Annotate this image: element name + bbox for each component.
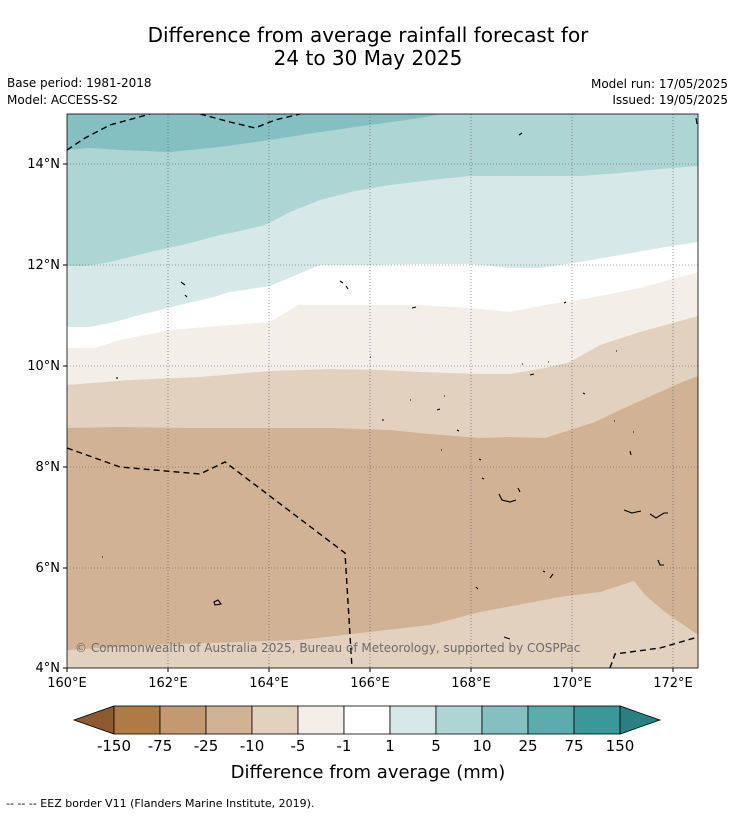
colorbar-segment bbox=[160, 706, 206, 734]
colorbar-extension-low bbox=[74, 706, 114, 734]
colorbar-segment bbox=[574, 706, 620, 734]
contour-fills bbox=[67, 114, 698, 668]
colorbar-title: Difference from average (mm) bbox=[0, 762, 736, 783]
colorbar-segment bbox=[206, 706, 252, 734]
lat-label: 8°N bbox=[36, 460, 61, 475]
colorbar-segment bbox=[482, 706, 528, 734]
lat-label: 12°N bbox=[27, 258, 60, 273]
lon-label: 164°E bbox=[249, 676, 289, 691]
lat-label: 6°N bbox=[36, 561, 61, 576]
lat-label: 10°N bbox=[27, 359, 60, 374]
colorbar-segment bbox=[344, 706, 390, 734]
colorbar-segment bbox=[252, 706, 298, 734]
lon-label: 162°E bbox=[148, 676, 188, 691]
rainfall-anomaly-map: 160°E 162°E 164°E 166°E 168°E 170°E 172°… bbox=[0, 0, 736, 816]
lon-label: 168°E bbox=[451, 676, 491, 691]
lat-label: 14°N bbox=[27, 157, 60, 172]
lat-label: 4°N bbox=[36, 661, 61, 676]
lon-label: 170°E bbox=[552, 676, 592, 691]
colorbar bbox=[74, 706, 660, 734]
colorbar-segment bbox=[436, 706, 482, 734]
colorbar-tick-label: 150 bbox=[590, 737, 650, 755]
colorbar-extension-high bbox=[620, 706, 660, 734]
eez-legend: -- -- -- EEZ border V11 (Flanders Marine… bbox=[6, 797, 314, 810]
colorbar-segment bbox=[390, 706, 436, 734]
copyright-credit: © Commonwealth of Australia 2025, Bureau… bbox=[75, 641, 580, 655]
lon-label: 160°E bbox=[47, 676, 87, 691]
colorbar-segment bbox=[528, 706, 574, 734]
lon-label: 166°E bbox=[350, 676, 390, 691]
lon-label: 172°E bbox=[653, 676, 693, 691]
colorbar-segment bbox=[114, 706, 160, 734]
colorbar-segment bbox=[298, 706, 344, 734]
